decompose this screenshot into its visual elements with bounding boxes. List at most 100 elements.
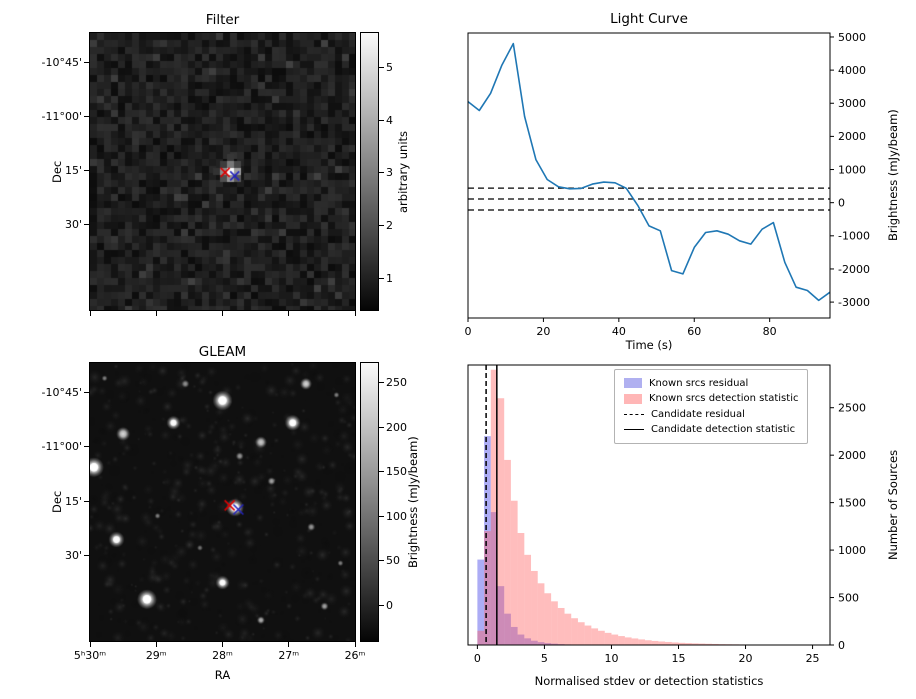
hist-bar-series-1 xyxy=(644,640,652,645)
hist-bar-series-1 xyxy=(678,642,686,645)
gleam-cbar-tick-label: 250 xyxy=(386,376,407,390)
ytick-label: 4000 xyxy=(838,64,866,77)
filter-xtick-mark xyxy=(89,311,91,316)
gleam-xtick-label: 29ᵐ xyxy=(145,649,167,662)
hist-bar-series-1 xyxy=(598,630,605,645)
legend-item-candidate-residual: Candidate residual xyxy=(624,408,798,421)
filter-cbar-tick-label: 5 xyxy=(386,60,393,74)
filter-ytick-label: -10°45' xyxy=(41,55,83,69)
hist-bar-series-0 xyxy=(497,586,505,645)
gleam-ytick-mark xyxy=(84,445,89,447)
filter-cbar-tick-mark xyxy=(379,66,384,68)
hist-bar-series-1 xyxy=(671,642,679,645)
histogram-legend: Known srcs residual Known srcs detection… xyxy=(614,369,809,444)
gleam-xtick-mark xyxy=(288,642,290,647)
hist-bar-series-1 xyxy=(577,622,585,645)
hist-bar-series-1 xyxy=(544,593,552,645)
filter-ytick-label: 15' xyxy=(64,164,82,178)
hist-bar-series-1 xyxy=(698,643,706,645)
legend-swatch-dashed-line xyxy=(624,413,644,415)
gleam-image xyxy=(90,363,355,641)
filter-image xyxy=(90,33,355,310)
gleam-cbar-tick-label: 150 xyxy=(386,465,407,479)
hist-bar-series-1 xyxy=(658,641,666,645)
filter-cbar-tick-mark xyxy=(379,172,384,174)
ytick-label: -1000 xyxy=(838,230,870,243)
legend-swatch-blue-patch xyxy=(624,378,642,388)
hist-bar-series-1 xyxy=(531,570,538,645)
filter-xtick-mark xyxy=(222,311,223,316)
filter-cbar-tick-label: 4 xyxy=(386,113,393,127)
ytick-label: -2000 xyxy=(838,263,870,276)
gleam-xtick-label: 28ᵐ xyxy=(212,649,233,662)
hist-bar-series-0 xyxy=(544,643,552,645)
gleam-xlabel: RA xyxy=(214,668,231,682)
gleam-xtick-mark xyxy=(354,642,356,647)
xtick-label: 20 xyxy=(739,652,753,665)
gleam-cbar-tick-label: 0 xyxy=(386,598,393,612)
legend-label: Candidate detection statistic xyxy=(651,424,796,435)
filter-ytick-label: -11°00' xyxy=(41,109,83,123)
ytick-label: 3000 xyxy=(838,97,866,110)
ytick-label: 2000 xyxy=(838,130,866,143)
hist-bar-series-1 xyxy=(591,628,599,645)
gleam-cbar-tick-label: 50 xyxy=(386,554,400,568)
hist-bar-series-1 xyxy=(557,607,565,645)
filter-colorbar-label: arbitrary units xyxy=(396,130,410,213)
hist-bar-series-1 xyxy=(712,643,719,645)
hist-bar-series-1 xyxy=(490,369,498,645)
hist-bar-series-1 xyxy=(584,625,592,645)
gleam-ytick-label: -10°45' xyxy=(41,385,83,399)
hist-bar-series-1 xyxy=(665,641,672,645)
ytick-label: 1500 xyxy=(838,496,866,509)
hist-bar-series-1 xyxy=(484,531,491,645)
filter-xtick-mark xyxy=(354,311,356,316)
gleam-cbar-tick-mark xyxy=(379,426,384,428)
filter-cbar-tick-mark xyxy=(379,277,384,279)
gleam-xtick-label: 27ᵐ xyxy=(278,649,300,662)
gleam-ytick-label: 15' xyxy=(64,494,82,508)
ytick-label: 0 xyxy=(838,196,845,209)
ytick-label: 2500 xyxy=(838,402,866,415)
ytick-label: -3000 xyxy=(838,296,870,309)
hist-bar-series-1 xyxy=(571,618,578,645)
filter-ytick-label: 30' xyxy=(64,218,82,232)
hist-bar-series-1 xyxy=(497,398,505,645)
gleam-xtick-label: 26ᵐ xyxy=(344,649,366,662)
hist-bar-series-0 xyxy=(551,643,558,645)
hist-bar-series-1 xyxy=(705,643,713,645)
filter-xtick-mark xyxy=(288,311,290,316)
hist-bar-series-1 xyxy=(618,636,625,645)
axes-frame xyxy=(467,32,831,319)
gleam-cbar-tick-mark xyxy=(379,515,384,517)
legend-label: Known srcs detection statistic xyxy=(649,393,799,404)
gleam-xtick-mark xyxy=(89,642,91,647)
legend-item-known-detection: Known srcs detection statistic xyxy=(624,392,798,405)
hist-bar-series-0 xyxy=(524,638,532,645)
hist-bar-series-1 xyxy=(564,613,572,645)
ytick-label: 5000 xyxy=(838,31,866,44)
filter-colorbar xyxy=(360,32,379,311)
filter-ytick-mark xyxy=(84,170,89,172)
histogram-ylabel: Number of Sources xyxy=(886,449,900,561)
filter-ytick-mark xyxy=(84,115,89,117)
hist-bar-series-1 xyxy=(691,643,699,645)
hist-bar-series-0 xyxy=(510,626,518,645)
ytick-label: 1000 xyxy=(838,163,866,176)
gleam-xtick-mark xyxy=(155,642,157,647)
filter-ytick-mark xyxy=(84,61,89,63)
xtick-label: 0 xyxy=(474,652,481,665)
light-curve-title: Light Curve xyxy=(610,11,688,27)
hist-bar-series-1 xyxy=(551,601,558,645)
hist-bar-series-1 xyxy=(524,554,532,645)
hist-bar-series-1 xyxy=(477,630,485,645)
ytick-label: 1000 xyxy=(838,544,866,557)
gleam-title: GLEAM xyxy=(198,344,247,360)
filter-cbar-tick-label: 1 xyxy=(386,271,393,285)
hist-bar-series-0 xyxy=(531,640,538,645)
gleam-ytick-label: -11°00' xyxy=(41,439,83,453)
gleam-cbar-tick-label: 100 xyxy=(386,509,407,523)
hist-bar-series-1 xyxy=(651,640,659,645)
legend-item-candidate-detection: Candidate detection statistic xyxy=(624,423,798,436)
hist-bar-series-1 xyxy=(638,639,645,645)
